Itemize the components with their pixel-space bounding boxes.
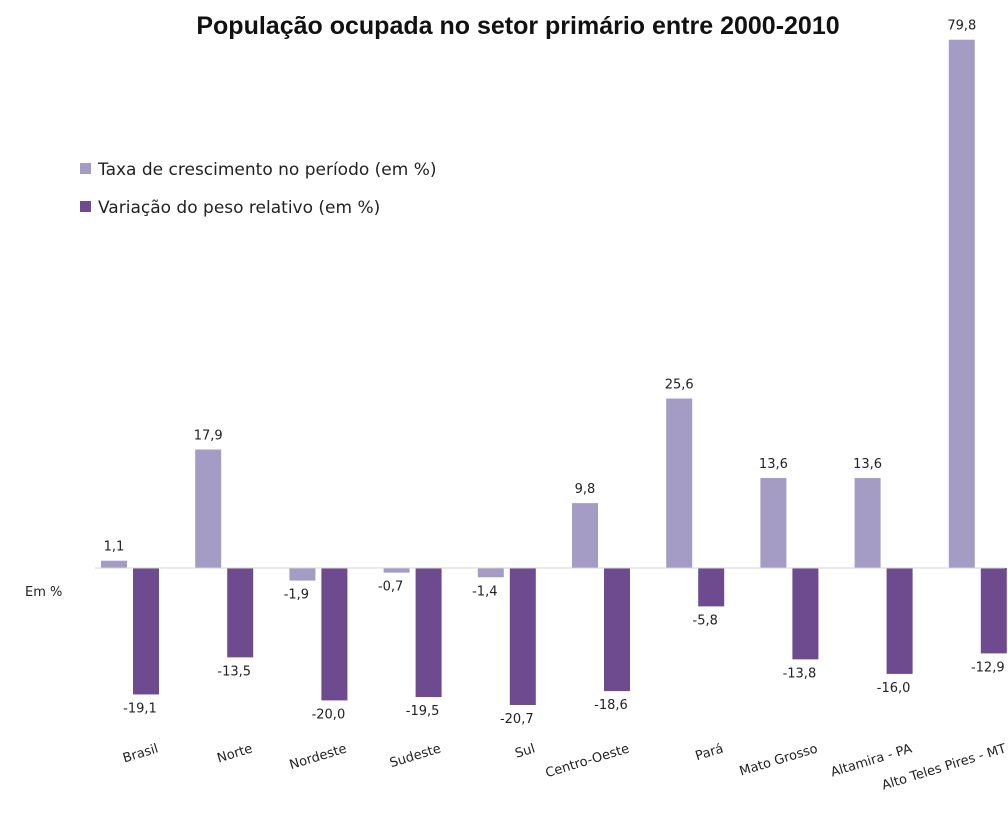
bar-growth-nordeste xyxy=(289,568,316,581)
data-label-growth-sudeste: -0,7 xyxy=(378,580,403,595)
tick-label-para: Pará xyxy=(694,741,726,764)
category-labels-group: Brasil Norte Nordeste Sudeste Sul Centro-Oest… xyxy=(121,741,1008,793)
bar-growth-centro-oeste xyxy=(572,503,598,568)
data-label-growth-altamira-pa: 13,6 xyxy=(853,457,882,472)
bar-relative-weight-norte xyxy=(227,568,254,658)
unit-label: Em % xyxy=(25,585,62,600)
bar-growth-norte xyxy=(195,449,222,568)
data-label-relative-weight-sul: -20,7 xyxy=(500,712,534,727)
tick-label-sul: Sul xyxy=(513,741,537,761)
data-label-growth-brasil: 1,1 xyxy=(104,540,125,555)
data-label-growth-norte: 17,9 xyxy=(194,429,223,444)
bar-relative-weight-sudeste xyxy=(415,568,442,698)
tick-label-norte: Norte xyxy=(215,741,254,766)
bar-growth-brasil xyxy=(101,560,127,568)
bar-relative-weight-mato-grosso xyxy=(792,568,819,660)
bars-group xyxy=(101,39,1007,706)
data-label-relative-weight-brasil: -19,1 xyxy=(123,701,157,716)
bar-relative-weight-alto-teles-pires-mt xyxy=(980,568,1007,654)
legend-label-growth: Taxa de crescimento no período (em %) xyxy=(97,160,437,180)
bar-growth-sul xyxy=(477,568,504,578)
bar-growth-mato-grosso xyxy=(760,477,787,568)
legend: Taxa de crescimento no período (em %) Va… xyxy=(80,160,437,218)
data-label-growth-sul: -1,4 xyxy=(472,584,497,599)
tick-label-sudeste: Sudeste xyxy=(388,741,443,771)
data-label-relative-weight-nordeste: -20,0 xyxy=(312,707,346,722)
bar-relative-weight-sul xyxy=(509,568,536,706)
data-label-relative-weight-mato-grosso: -13,8 xyxy=(783,666,817,681)
data-label-relative-weight-altamira-pa: -16,0 xyxy=(877,681,911,696)
data-label-growth-para: 25,6 xyxy=(665,378,694,393)
data-label-relative-weight-alto-teles-pires-mt: -12,9 xyxy=(971,660,1005,675)
bar-growth-alto-teles-pires-mt xyxy=(948,39,975,568)
bar-relative-weight-brasil xyxy=(133,568,159,695)
data-label-growth-alto-teles-pires-mt: 79,8 xyxy=(947,19,976,34)
data-label-growth-centro-oeste: 9,8 xyxy=(575,482,596,497)
data-label-relative-weight-para: -5,8 xyxy=(693,613,718,628)
data-label-relative-weight-sudeste: -19,5 xyxy=(406,704,440,719)
bar-growth-para xyxy=(666,398,693,568)
legend-label-relative-weight: Variação do peso relativo (em %) xyxy=(98,198,380,218)
data-label-growth-mato-grosso: 13,6 xyxy=(759,457,788,472)
legend-swatch-growth xyxy=(80,163,91,174)
data-label-relative-weight-norte: -13,5 xyxy=(217,664,251,679)
bar-relative-weight-nordeste xyxy=(321,568,348,701)
bar-growth-sudeste xyxy=(383,568,410,573)
tick-label-brasil: Brasil xyxy=(121,741,160,766)
tick-label-nordeste: Nordeste xyxy=(288,741,349,773)
tick-label-centro-oeste: Centro-Oeste xyxy=(544,741,631,781)
legend-swatch-relative-weight xyxy=(80,201,91,212)
bar-relative-weight-para xyxy=(698,568,725,607)
tick-label-mato-grosso: Mato Grosso xyxy=(738,741,820,779)
data-label-growth-nordeste: -1,9 xyxy=(284,588,309,603)
bar-relative-weight-centro-oeste xyxy=(604,568,630,692)
data-label-relative-weight-centro-oeste: -18,6 xyxy=(594,698,628,713)
chart-title: População ocupada no setor primário entr… xyxy=(196,12,839,40)
bar-growth-altamira-pa xyxy=(854,477,881,568)
bar-relative-weight-altamira-pa xyxy=(886,568,913,674)
value-labels-group: 1,1 -19,1 17,9 -13,5 -1,9 -20,0 -0,7 -19,5 -1,4 -… xyxy=(104,19,1005,727)
